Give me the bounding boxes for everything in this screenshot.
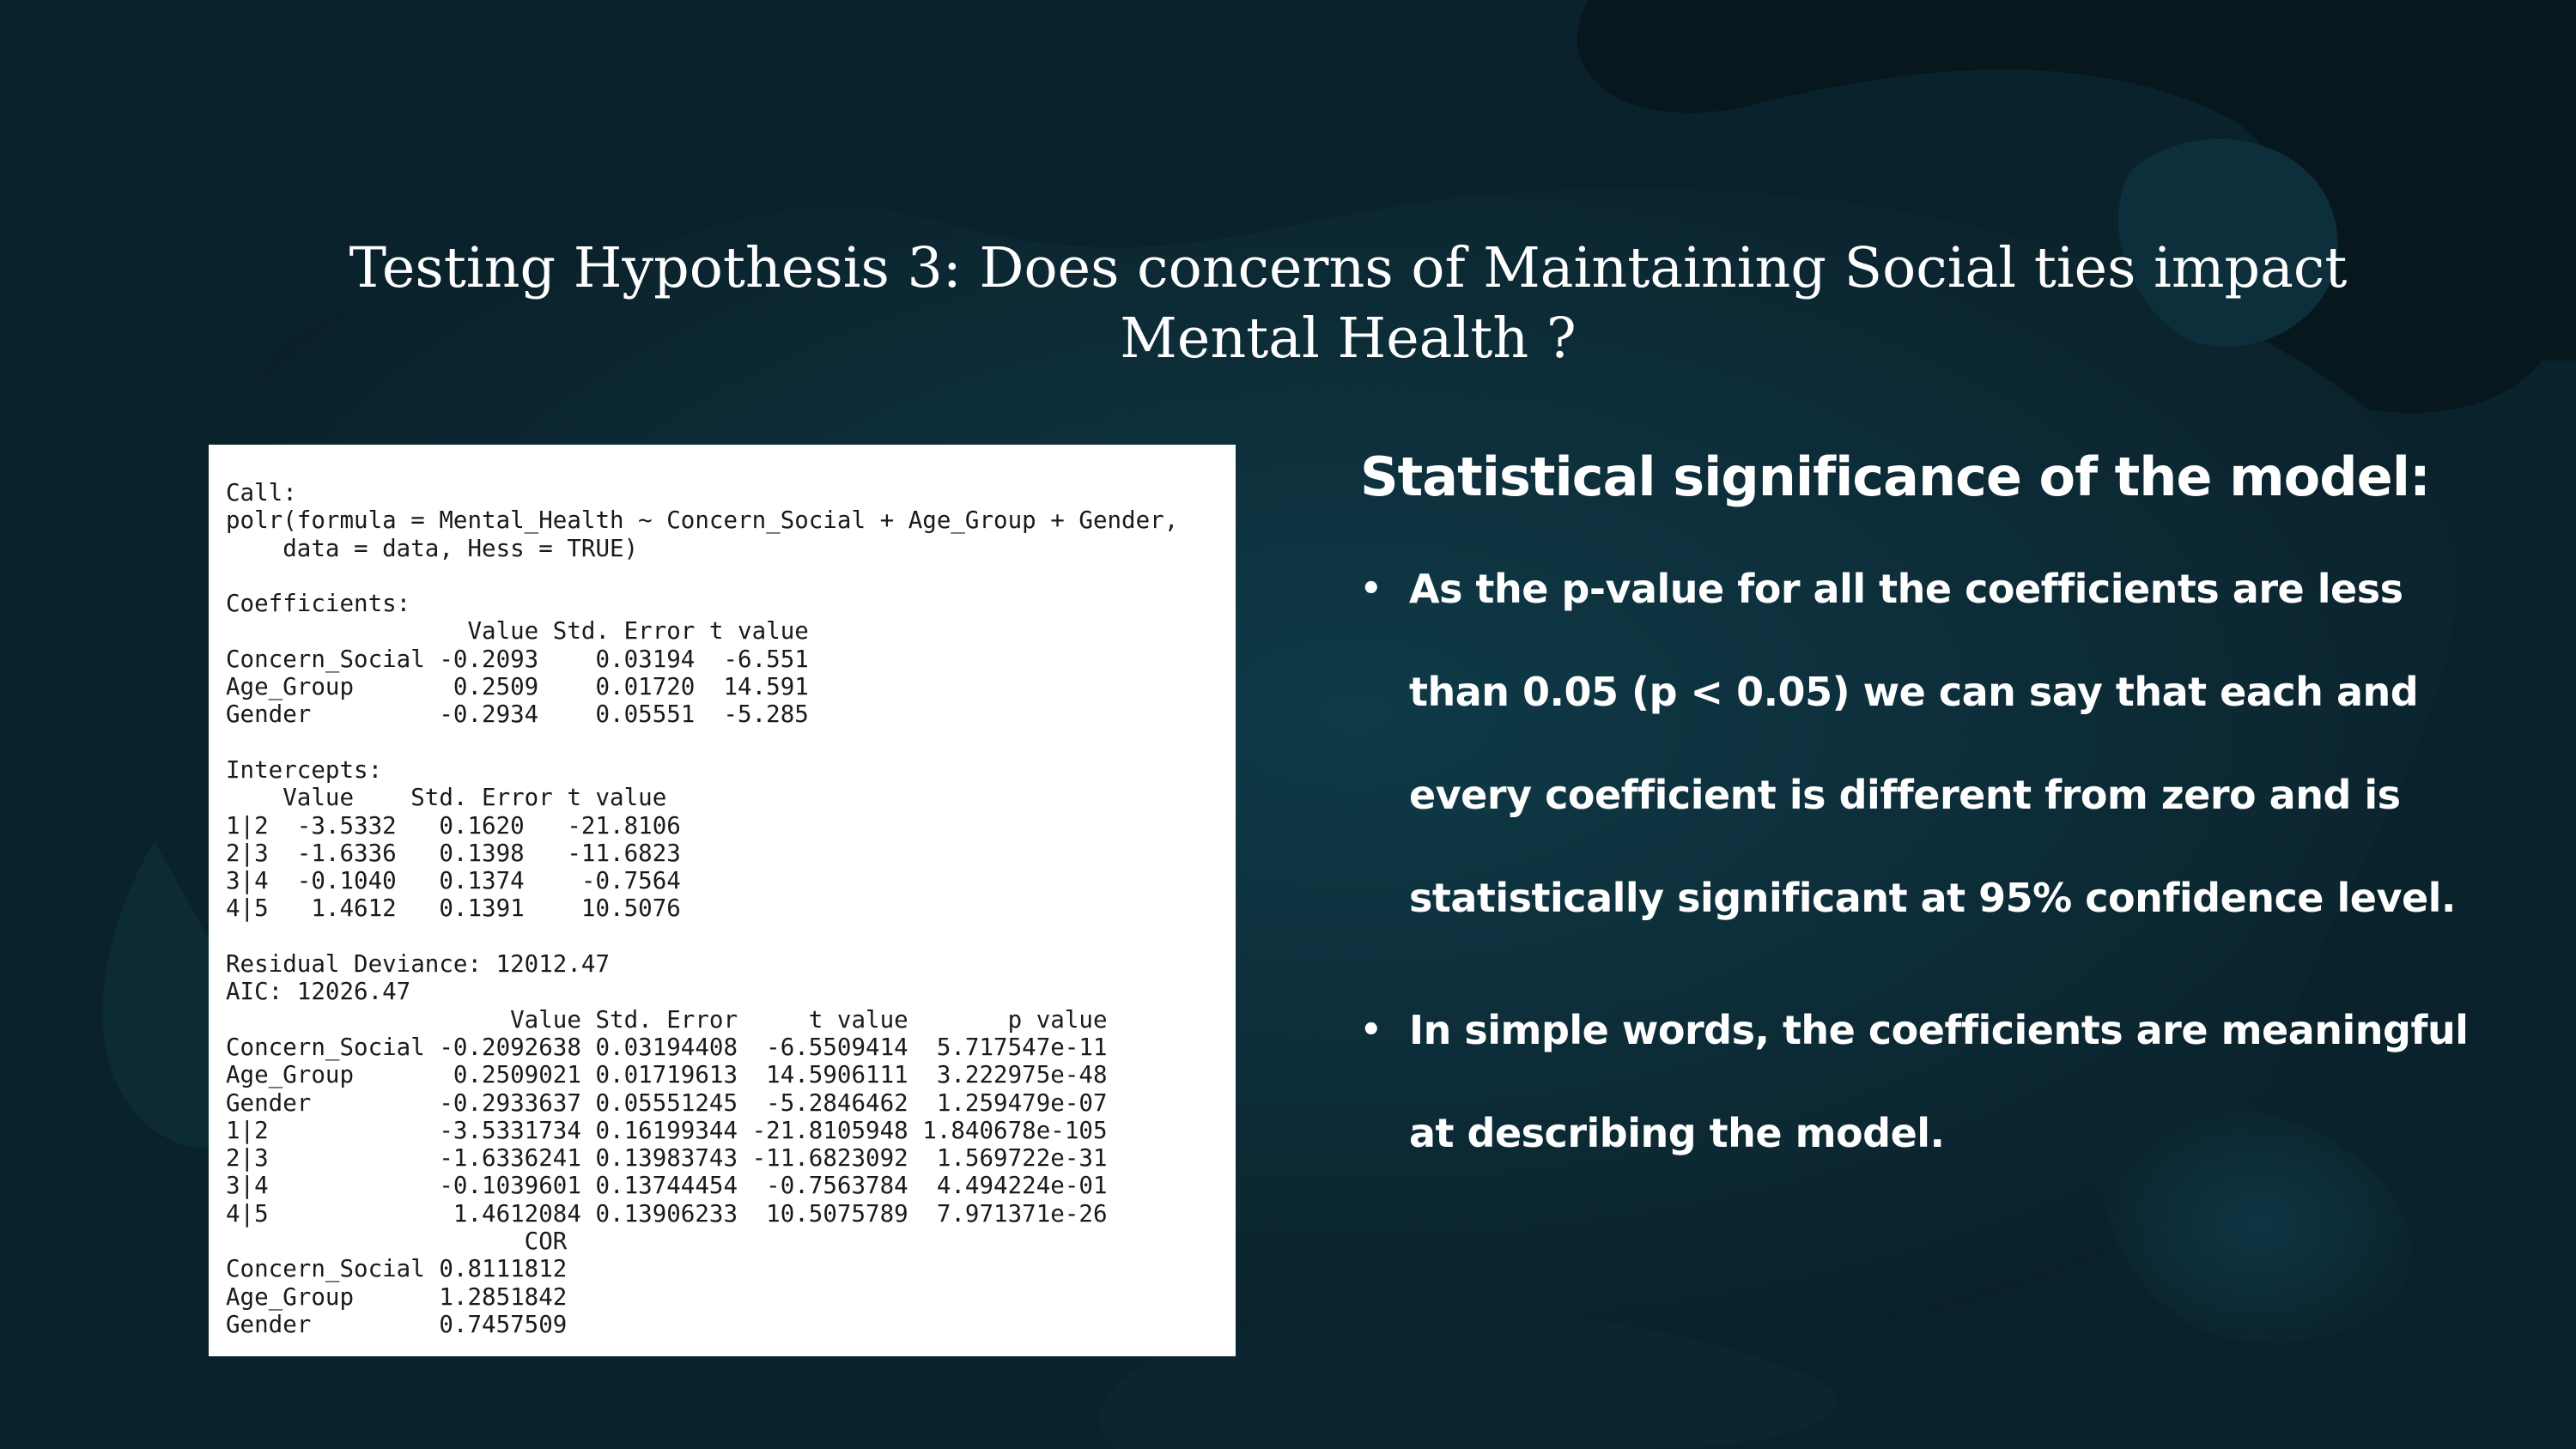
code-line: AIC: 12026.47	[226, 978, 411, 1006]
code-line: Gender 0.7457509	[226, 1310, 568, 1338]
bullet-item-1: • As the p-value for all the coefficient…	[1360, 537, 2502, 949]
code-line: Intercepts:	[226, 755, 383, 784]
code-line: Age_Group 0.2509021 0.01719613 14.590611…	[226, 1061, 1108, 1089]
code-line: Concern_Social -0.2093 0.03194 -6.551	[226, 645, 809, 673]
code-line: 3|4 -0.1040 0.1374 -0.7564	[226, 867, 681, 895]
code-line: Gender -0.2934 0.05551 -5.285	[226, 700, 809, 729]
code-line: 3|4 -0.1039601 0.13744454 -0.7563784 4.4…	[226, 1172, 1108, 1200]
bullet-dot-icon: •	[1360, 569, 1382, 609]
code-line: Age_Group 1.2851842	[226, 1282, 568, 1311]
code-line: Gender -0.2933637 0.05551245 -5.2846462 …	[226, 1088, 1108, 1117]
significance-bullet-list: • As the p-value for all the coefficient…	[1360, 537, 2502, 1185]
code-line: Concern_Social 0.8111812	[226, 1255, 568, 1283]
code-line: Coefficients:	[226, 590, 411, 618]
bullet-dot-icon: •	[1360, 1010, 1382, 1050]
bullet-text-2: In simple words, the coefficients are me…	[1409, 1007, 2469, 1156]
code-line: data = data, Hess = TRUE)	[226, 534, 639, 562]
code-line: 2|3 -1.6336 0.1398 -11.6823	[226, 839, 681, 867]
code-line: 1|2 -3.5332 0.1620 -21.8106	[226, 811, 681, 840]
bullet-item-2: • In simple words, the coefficients are …	[1360, 979, 2502, 1185]
code-line: Value Std. Error t value	[226, 617, 809, 646]
code-line: Age_Group 0.2509 0.01720 14.591	[226, 673, 809, 701]
slide-title: Testing Hypothesis 3: Does concerns of M…	[258, 233, 2439, 374]
r-console-output: Call: polr(formula = Mental_Health ~ Conc…	[226, 479, 1236, 1338]
code-line	[226, 562, 1236, 590]
code-line: 4|5 1.4612 0.1391 10.5076	[226, 894, 681, 923]
code-line: Residual Deviance: 12012.47	[226, 950, 611, 979]
code-line: Value Std. Error t value p value	[226, 1005, 1108, 1034]
code-line: 1|2 -3.5331734 0.16199344 -21.8105948 1.…	[226, 1116, 1108, 1144]
code-line: 4|5 1.4612084 0.13906233 10.5075789 7.97…	[226, 1199, 1108, 1228]
significance-panel: Statistical significance of the model: •…	[1360, 436, 2502, 1185]
code-line	[226, 923, 1236, 950]
code-line: COR	[226, 1228, 568, 1256]
code-line: Value Std. Error t value	[226, 784, 667, 812]
significance-heading: Statistical significance of the model:	[1360, 446, 2431, 508]
bullet-text-1: As the p-value for all the coefficients …	[1409, 566, 2456, 921]
code-line: Call:	[226, 479, 297, 506]
code-line: 2|3 -1.6336241 0.13983743 -11.6823092 1.…	[226, 1144, 1108, 1173]
code-line: Concern_Social -0.2092638 0.03194408 -6.…	[226, 1033, 1108, 1061]
r-output-screenshot: Call: polr(formula = Mental_Health ~ Conc…	[209, 445, 1236, 1356]
code-line	[226, 729, 1236, 756]
slide-title-line-1: Testing Hypothesis 3: Does concerns of M…	[349, 236, 2348, 300]
code-line: polr(formula = Mental_Health ~ Concern_S…	[226, 506, 1179, 535]
slide-title-line-2: Mental Health ?	[1120, 306, 1577, 371]
